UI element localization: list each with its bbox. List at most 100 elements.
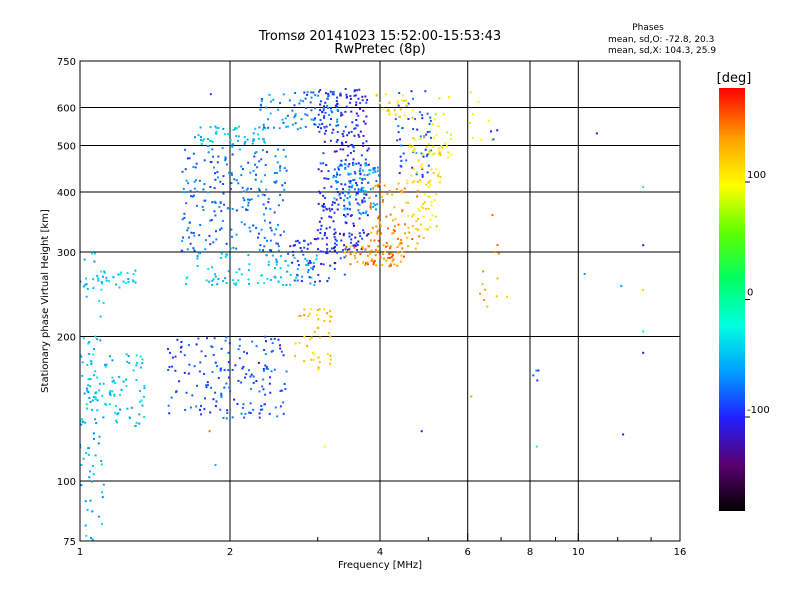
echo-point <box>421 167 424 169</box>
echo-point <box>279 165 282 168</box>
echo-point <box>98 299 101 302</box>
echo-point <box>301 275 304 278</box>
echo-point <box>196 257 199 260</box>
echo-point <box>390 255 393 258</box>
echo-point <box>287 252 290 255</box>
echo-point <box>319 336 322 339</box>
echo-point <box>323 132 326 135</box>
echo-point <box>305 264 308 266</box>
echo-point <box>496 244 499 247</box>
echo-point <box>366 98 369 101</box>
echo-point <box>271 342 274 345</box>
echo-point <box>235 127 238 130</box>
echo-point <box>321 122 324 125</box>
echo-point <box>207 145 210 147</box>
echo-point <box>352 163 355 165</box>
echo-point <box>235 179 238 182</box>
echo-point <box>642 351 645 354</box>
echo-point <box>432 123 435 126</box>
echo-point <box>350 241 353 244</box>
echo-point <box>306 259 309 262</box>
echo-point <box>289 283 292 286</box>
echo-point <box>411 238 414 240</box>
echo-point <box>406 182 409 185</box>
echo-point <box>323 105 325 108</box>
echo-point <box>97 277 100 280</box>
echo-point <box>348 163 351 166</box>
echo-point <box>364 263 367 266</box>
echo-point <box>370 249 373 252</box>
echo-point <box>282 401 285 404</box>
echo-point <box>329 209 332 212</box>
echo-point <box>262 249 264 252</box>
echo-point <box>450 153 453 156</box>
echo-point <box>279 193 282 196</box>
echo-point <box>122 280 125 283</box>
echo-point <box>80 484 83 487</box>
echo-point <box>313 123 316 126</box>
echo-point <box>267 197 270 200</box>
echo-point <box>360 212 363 215</box>
echo-point <box>299 315 302 317</box>
echo-point <box>138 422 141 425</box>
echo-point <box>209 219 212 222</box>
echo-point <box>368 196 371 199</box>
echo-point <box>340 183 343 186</box>
echo-point <box>372 171 375 174</box>
echo-point <box>279 390 282 392</box>
echo-point <box>328 226 331 229</box>
echo-point <box>263 282 266 285</box>
echo-point <box>263 213 265 216</box>
echo-point <box>284 259 287 262</box>
echo-point <box>186 157 189 160</box>
echo-point <box>253 155 256 158</box>
echo-point <box>366 261 369 264</box>
echo-point <box>343 244 346 247</box>
echo-point <box>377 217 379 220</box>
echo-point <box>220 347 223 350</box>
echo-point <box>90 360 93 363</box>
echo-point <box>348 131 350 134</box>
echo-point <box>114 382 117 384</box>
echo-point <box>184 148 186 151</box>
echo-point <box>203 159 206 162</box>
echo-point <box>332 128 335 131</box>
echo-point <box>293 104 296 107</box>
echo-point <box>217 377 220 379</box>
echo-point <box>219 257 222 259</box>
echo-point <box>433 118 436 121</box>
echo-point <box>352 222 355 225</box>
y-tick-label: 75 <box>63 537 76 548</box>
echo-point <box>279 169 282 172</box>
echo-point <box>262 369 265 372</box>
echo-point <box>370 260 373 263</box>
echo-point <box>312 266 315 268</box>
echo-point <box>363 174 366 177</box>
echo-point <box>219 367 222 370</box>
echo-point <box>98 382 101 385</box>
echo-point <box>362 229 365 232</box>
echo-point <box>297 264 300 267</box>
echo-point <box>319 250 322 253</box>
echo-point <box>430 136 432 139</box>
echo-point <box>317 126 320 128</box>
echo-point <box>322 263 325 266</box>
echo-point <box>363 193 366 196</box>
echo-point <box>228 171 231 174</box>
echo-point <box>277 280 280 283</box>
echo-point <box>235 209 238 212</box>
echo-point <box>294 92 297 94</box>
echo-point <box>329 123 331 126</box>
echo-point <box>399 115 401 118</box>
echo-point <box>135 421 138 424</box>
echo-point <box>270 100 272 103</box>
echo-point <box>264 335 267 338</box>
echo-point <box>362 134 365 137</box>
echo-point <box>232 246 235 249</box>
echo-point <box>425 155 428 157</box>
echo-point <box>344 248 347 251</box>
echo-point <box>366 149 369 152</box>
echo-point <box>369 250 372 253</box>
echo-point <box>329 354 332 357</box>
echo-point <box>247 254 250 257</box>
